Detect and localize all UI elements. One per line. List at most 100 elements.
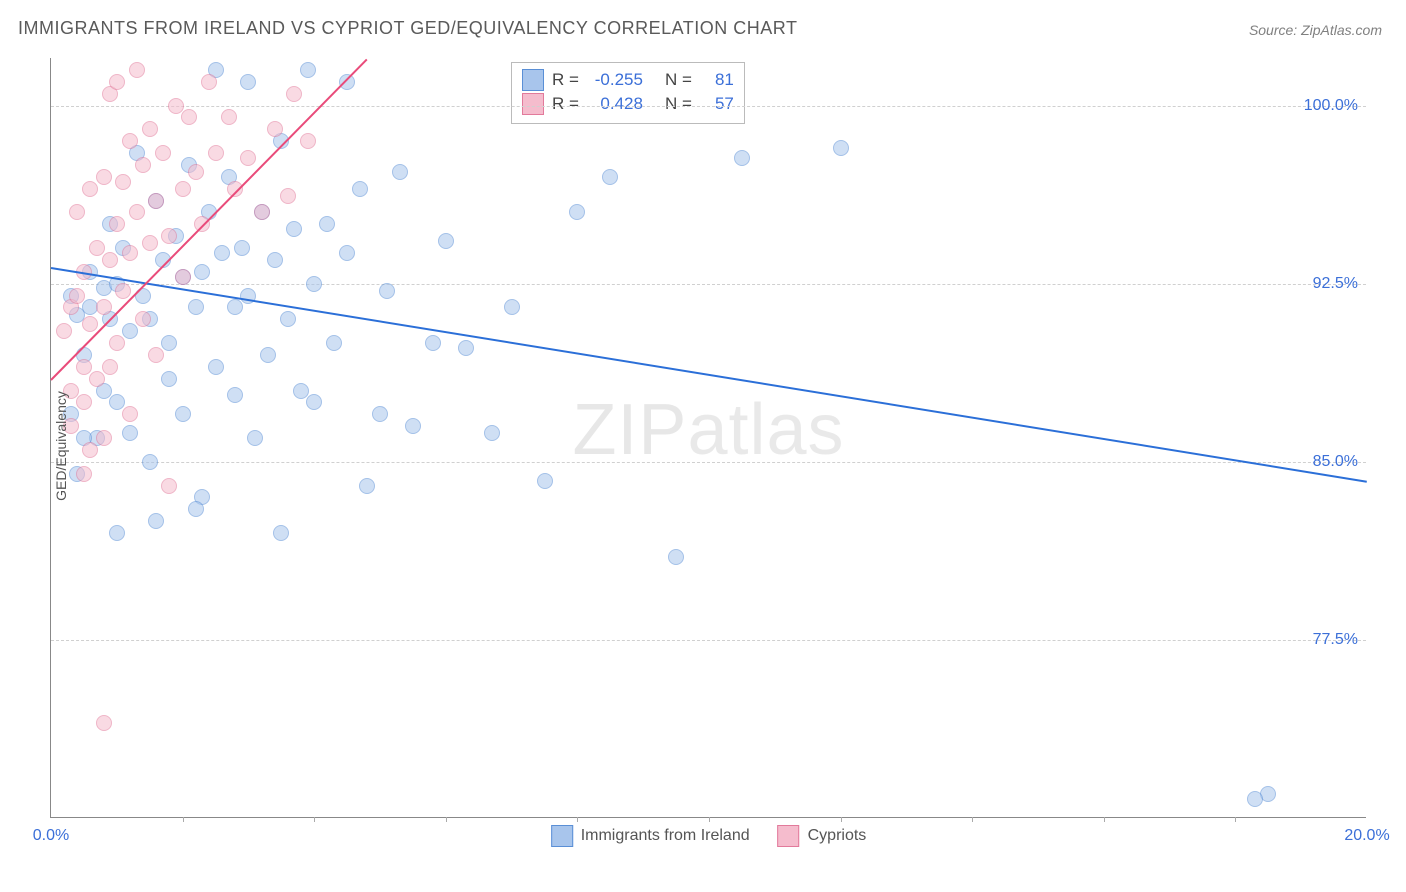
scatter-point [76, 466, 92, 482]
scatter-point [293, 383, 309, 399]
scatter-point [306, 394, 322, 410]
scatter-point [267, 252, 283, 268]
grid-line [51, 284, 1366, 285]
watermark: ZIPatlas [572, 388, 844, 470]
scatter-point [319, 216, 335, 232]
stat-r-label: R = [552, 70, 579, 90]
stats-row: R =0.428N =57 [522, 93, 734, 115]
scatter-point [69, 204, 85, 220]
scatter-point [286, 86, 302, 102]
scatter-point [109, 394, 125, 410]
scatter-point [161, 478, 177, 494]
scatter-point [208, 145, 224, 161]
scatter-point [122, 323, 138, 339]
scatter-point [69, 288, 85, 304]
legend: Immigrants from Ireland Cypriots [551, 825, 867, 847]
scatter-point [161, 228, 177, 244]
scatter-point [300, 62, 316, 78]
scatter-point [175, 269, 191, 285]
stat-n-label: N = [665, 94, 692, 114]
x-tick-label: 20.0% [1344, 827, 1389, 845]
scatter-point [379, 283, 395, 299]
scatter-point [392, 164, 408, 180]
x-tick-label: 0.0% [33, 827, 69, 845]
scatter-point [102, 359, 118, 375]
scatter-point [82, 442, 98, 458]
scatter-point [122, 245, 138, 261]
scatter-point [181, 109, 197, 125]
scatter-point [221, 109, 237, 125]
scatter-point [96, 430, 112, 446]
grid-line [51, 640, 1366, 641]
scatter-point [76, 359, 92, 375]
scatter-point [286, 221, 302, 237]
scatter-point [537, 473, 553, 489]
x-minor-tick [972, 817, 973, 822]
x-minor-tick [446, 817, 447, 822]
y-tick-label: 77.5% [1313, 631, 1358, 649]
chart-title: IMMIGRANTS FROM IRELAND VS CYPRIOT GED/E… [18, 18, 797, 39]
scatter-point [234, 240, 250, 256]
scatter-point [155, 145, 171, 161]
x-minor-tick [577, 817, 578, 822]
x-minor-tick [183, 817, 184, 822]
scatter-point [89, 240, 105, 256]
y-tick-label: 92.5% [1313, 275, 1358, 293]
scatter-point [96, 169, 112, 185]
scatter-point [372, 406, 388, 422]
scatter-point [734, 150, 750, 166]
scatter-point [109, 74, 125, 90]
scatter-point [148, 347, 164, 363]
scatter-point [267, 121, 283, 137]
grid-line [51, 462, 1366, 463]
swatch-icon [522, 69, 544, 91]
scatter-point [76, 394, 92, 410]
legend-item: Immigrants from Ireland [551, 825, 750, 847]
scatter-point [135, 311, 151, 327]
x-minor-tick [314, 817, 315, 822]
scatter-point [833, 140, 849, 156]
scatter-point [254, 204, 270, 220]
x-minor-tick [1104, 817, 1105, 822]
scatter-point [280, 188, 296, 204]
scatter-point [161, 371, 177, 387]
stats-box: R =-0.255N =81R =0.428N =57 [511, 62, 745, 124]
scatter-point [352, 181, 368, 197]
scatter-point [247, 430, 263, 446]
stat-n-label: N = [665, 70, 692, 90]
grid-line [51, 106, 1366, 107]
stat-r-label: R = [552, 94, 579, 114]
scatter-point [142, 121, 158, 137]
scatter-point [135, 157, 151, 173]
scatter-point [273, 525, 289, 541]
x-minor-tick [709, 817, 710, 822]
scatter-point [569, 204, 585, 220]
scatter-point [109, 335, 125, 351]
scatter-plot-area: ZIPatlas R =-0.255N =81R =0.428N =57 Imm… [50, 58, 1366, 818]
scatter-point [109, 216, 125, 232]
legend-item: Cypriots [778, 825, 867, 847]
scatter-point [102, 252, 118, 268]
scatter-point [214, 245, 230, 261]
x-minor-tick [841, 817, 842, 822]
scatter-point [201, 74, 217, 90]
scatter-point [115, 174, 131, 190]
stat-n-value: 57 [700, 94, 734, 114]
scatter-point [142, 235, 158, 251]
scatter-point [129, 62, 145, 78]
scatter-point [115, 283, 131, 299]
source-label: Source: ZipAtlas.com [1249, 22, 1382, 38]
scatter-point [227, 387, 243, 403]
scatter-point [260, 347, 276, 363]
swatch-icon [778, 825, 800, 847]
scatter-point [339, 245, 355, 261]
scatter-point [109, 525, 125, 541]
scatter-point [148, 193, 164, 209]
scatter-point [129, 204, 145, 220]
scatter-point [188, 501, 204, 517]
scatter-point [175, 181, 191, 197]
scatter-point [458, 340, 474, 356]
scatter-point [359, 478, 375, 494]
scatter-point [82, 181, 98, 197]
scatter-point [148, 513, 164, 529]
